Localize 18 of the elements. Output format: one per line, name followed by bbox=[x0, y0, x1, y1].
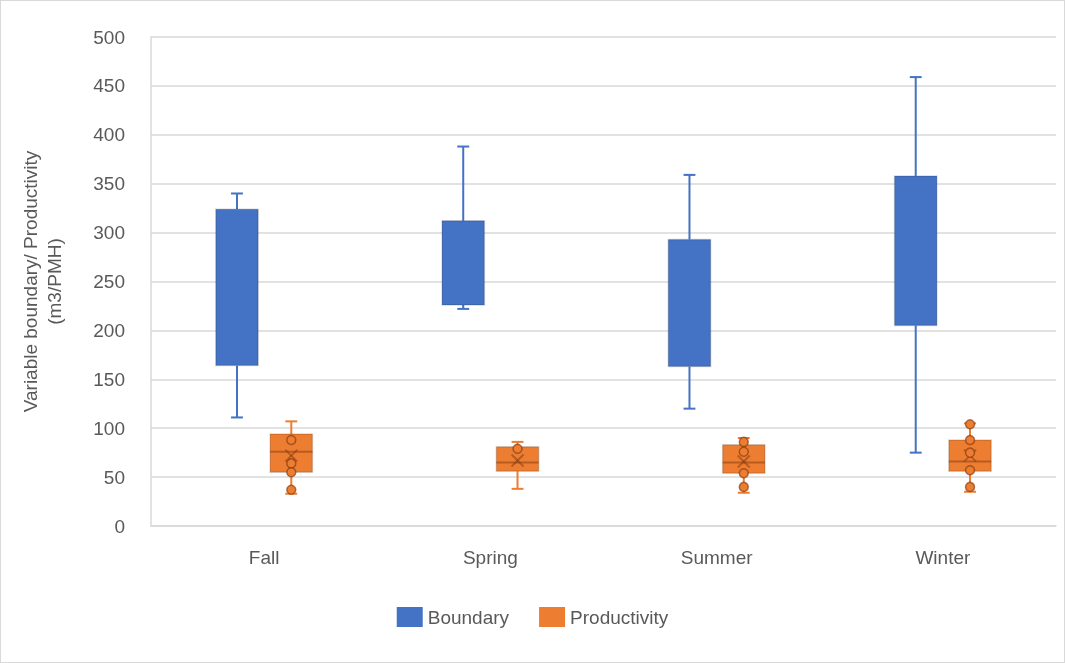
y-tick-label: 250 bbox=[93, 271, 125, 292]
y-tick-label: 350 bbox=[93, 173, 125, 195]
y-tick-label: 50 bbox=[103, 466, 125, 488]
y-tick-label: 500 bbox=[93, 26, 125, 48]
legend-label: Productivity bbox=[570, 606, 669, 628]
x-tick-label: Fall bbox=[248, 547, 280, 568]
y-tick-label: 450 bbox=[93, 75, 125, 97]
y-tick-label: 0 bbox=[114, 515, 125, 537]
y-tick-label: 300 bbox=[93, 222, 125, 244]
x-tick-label: Spring bbox=[462, 547, 518, 568]
x-tick-label: Summer bbox=[680, 547, 754, 568]
legend-label: Boundary bbox=[427, 606, 510, 628]
y-tick-label: 150 bbox=[93, 368, 125, 390]
y-axis-title: Variable boundary/ Productivity (m3/PMH) bbox=[19, 150, 65, 413]
y-tick-label: 100 bbox=[93, 417, 125, 439]
x-tick-label: Winter bbox=[915, 547, 971, 568]
y-tick-label: 400 bbox=[93, 124, 125, 146]
y-tick-label: 200 bbox=[93, 319, 125, 341]
